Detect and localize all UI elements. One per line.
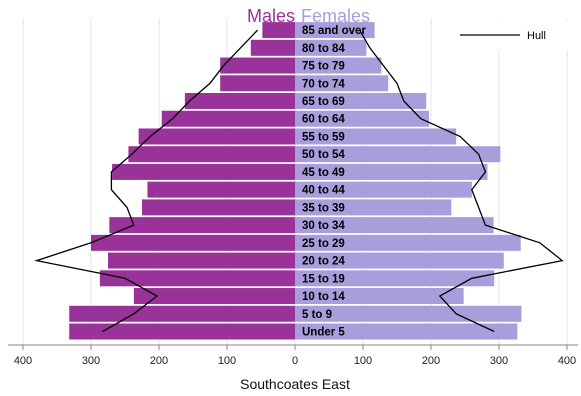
male-bar-17 — [262, 22, 295, 39]
male-bar-4 — [108, 252, 295, 269]
female-bar-11 — [295, 128, 457, 145]
female-bar-17 — [295, 22, 375, 39]
female-bar-10 — [295, 146, 501, 163]
age-label-5: 25 to 29 — [302, 238, 345, 250]
legend: Hull — [447, 20, 572, 50]
age-label-14: 70 to 74 — [302, 78, 345, 90]
male-bar-16 — [250, 39, 295, 56]
age-label-15: 75 to 79 — [302, 61, 345, 73]
legend-hull-label: Hull — [527, 30, 546, 42]
age-label-1: 5 to 9 — [302, 309, 332, 321]
age-labels-layer: Under 5 5 to 9 10 to 14 15 to 19 20 to 24 25 … — [302, 25, 366, 338]
hull-male-line — [34, 29, 259, 333]
age-label-3: 15 to 19 — [302, 273, 345, 285]
male-bar-0 — [69, 323, 296, 340]
female-bar-9 — [295, 163, 488, 180]
age-label-16: 80 to 84 — [302, 43, 345, 55]
hull-overlay-layer — [34, 29, 564, 333]
male-bar-3 — [99, 270, 295, 287]
female-bar-6 — [295, 217, 494, 234]
male-bar-13 — [184, 93, 295, 110]
male-bar-8 — [147, 181, 295, 198]
age-label-13: 65 to 69 — [302, 96, 345, 108]
male-bar-14 — [220, 75, 295, 92]
x-axis-title: Southcoates East — [240, 376, 350, 392]
x-tick-label-1: 300 — [82, 355, 100, 367]
x-tick-label-2: 200 — [150, 355, 168, 367]
female-bar-5 — [295, 234, 521, 251]
male-bar-2 — [133, 288, 295, 305]
male-bar-6 — [109, 217, 295, 234]
female-bar-7 — [295, 199, 452, 216]
male-bar-15 — [220, 57, 295, 74]
male-bar-11 — [138, 128, 295, 145]
x-tick-label-0: 400 — [14, 355, 32, 367]
x-axis: 400 300 200 100 0 100 200 300 400 — [8, 344, 578, 367]
age-label-0: Under 5 — [302, 327, 345, 339]
female-bar-8 — [295, 181, 472, 198]
age-label-4: 20 to 24 — [302, 256, 345, 268]
x-tick-label-5: 100 — [354, 355, 372, 367]
male-bar-1 — [69, 305, 296, 322]
age-label-7: 35 to 39 — [302, 202, 345, 214]
male-bar-7 — [142, 199, 295, 216]
male-bar-5 — [91, 234, 295, 251]
age-label-2: 10 to 14 — [302, 291, 345, 303]
female-bar-12 — [295, 110, 429, 127]
x-tick-label-7: 300 — [490, 355, 508, 367]
x-tick-label-3: 100 — [218, 355, 236, 367]
age-label-12: 60 to 64 — [302, 114, 345, 126]
x-tick-label-4: 0 — [292, 355, 298, 367]
females-title: Females — [301, 6, 370, 26]
x-tick-label-6: 200 — [422, 355, 440, 367]
age-label-17: 85 and over — [302, 25, 366, 37]
males-title: Males — [247, 6, 295, 26]
female-bar-0 — [295, 323, 518, 340]
age-label-9: 45 to 49 — [302, 167, 345, 179]
female-bar-4 — [295, 252, 504, 269]
male-bar-12 — [161, 110, 295, 127]
female-bar-14 — [295, 75, 389, 92]
female-bar-16 — [295, 39, 367, 56]
female-bar-2 — [295, 288, 464, 305]
age-label-10: 50 to 54 — [302, 149, 345, 161]
male-bar-10 — [128, 146, 295, 163]
female-bar-13 — [295, 93, 427, 110]
male-bar-9 — [112, 163, 295, 180]
age-label-6: 30 to 34 — [302, 220, 345, 232]
female-bar-15 — [295, 57, 382, 74]
age-label-8: 40 to 44 — [302, 185, 345, 197]
female-bar-3 — [295, 270, 495, 287]
hull-female-line — [359, 29, 564, 333]
x-tick-label-8: 400 — [558, 355, 576, 367]
age-label-11: 55 to 59 — [302, 131, 345, 143]
